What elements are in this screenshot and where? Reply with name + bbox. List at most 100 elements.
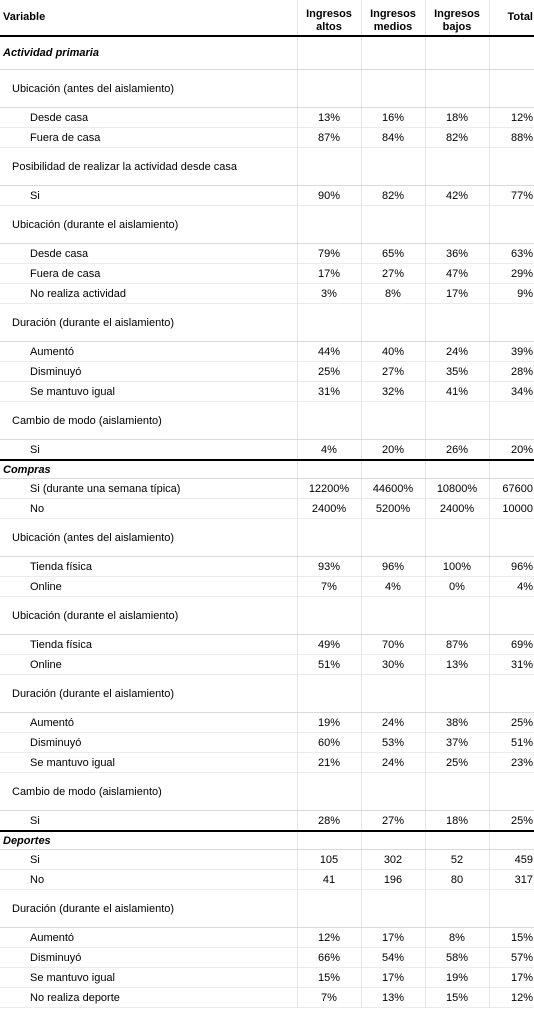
cell-high-income: 12% xyxy=(296,927,361,948)
table-row: Si 28% 27% 18% 25% xyxy=(0,810,534,832)
cell-mid-income: 30% xyxy=(360,654,425,675)
cell-total: 88% xyxy=(488,127,534,148)
row-label: Si xyxy=(0,439,297,461)
cell-mid-income: 32% xyxy=(360,381,425,402)
cell-low-income: 47% xyxy=(424,263,489,284)
cell-mid-income: 96% xyxy=(360,556,425,577)
row-label: No xyxy=(0,498,297,519)
row-label: Aumentó xyxy=(0,927,297,948)
cell-high-income: 44% xyxy=(296,341,361,362)
empty-cell xyxy=(296,830,361,850)
cell-high-income: 49% xyxy=(296,634,361,655)
cell-high-income: 41 xyxy=(296,869,361,890)
cell-high-income: 25% xyxy=(296,361,361,382)
section-row: Compras xyxy=(0,459,534,479)
subsection-label: Ubicación (durante el aislamiento) xyxy=(0,596,297,635)
subsection-row: Ubicación (antes del aislamiento) xyxy=(0,69,534,108)
section-label: Deportes xyxy=(0,830,297,850)
cell-total: 4% xyxy=(488,576,534,597)
empty-cell xyxy=(424,772,489,811)
table-row: Se mantuvo igual 21% 24% 25% 23% xyxy=(0,752,534,773)
row-label: Disminuyó xyxy=(0,732,297,753)
cell-total: 12% xyxy=(488,107,534,128)
header-mid-income: Ingresos medios xyxy=(360,0,425,37)
cell-mid-income: 17% xyxy=(360,927,425,948)
empty-cell xyxy=(296,147,361,186)
cell-low-income: 42% xyxy=(424,185,489,206)
row-label: Se mantuvo igual xyxy=(0,752,297,773)
row-label: Si xyxy=(0,849,297,870)
empty-cell xyxy=(360,889,425,928)
header-total: Total xyxy=(488,0,534,37)
subsection-row: Duración (durante el aislamiento) xyxy=(0,303,534,342)
cell-total: 69% xyxy=(488,634,534,655)
empty-cell xyxy=(488,69,534,108)
table-row: Online 7% 4% 0% 4% xyxy=(0,576,534,597)
cell-mid-income: 8% xyxy=(360,283,425,304)
empty-cell xyxy=(296,69,361,108)
row-label: Tienda física xyxy=(0,634,297,655)
subsection-row: Cambio de modo (aislamiento) xyxy=(0,772,534,811)
row-label: Disminuyó xyxy=(0,361,297,382)
empty-cell xyxy=(296,674,361,713)
empty-cell xyxy=(488,401,534,440)
table-row: Online 51% 30% 13% 31% xyxy=(0,654,534,675)
empty-cell xyxy=(424,69,489,108)
cell-mid-income: 17% xyxy=(360,967,425,988)
cell-low-income: 8% xyxy=(424,927,489,948)
table-row: Aumentó 12% 17% 8% 15% xyxy=(0,927,534,948)
cell-high-income: 105 xyxy=(296,849,361,870)
empty-cell xyxy=(424,401,489,440)
cell-high-income: 21% xyxy=(296,752,361,773)
cell-low-income: 18% xyxy=(424,810,489,832)
subsection-row: Duración (durante el aislamiento) xyxy=(0,889,534,928)
cell-high-income: 7% xyxy=(296,987,361,1008)
cell-low-income: 13% xyxy=(424,654,489,675)
empty-cell xyxy=(296,518,361,557)
table-body: Actividad primaria Ubicación (antes del a… xyxy=(0,36,534,1008)
row-label: Si (durante una semana típica) xyxy=(0,478,297,499)
empty-cell xyxy=(488,772,534,811)
table-row: Si (durante una semana típica) 12200% 4460… xyxy=(0,478,534,499)
cell-mid-income: 65% xyxy=(360,243,425,264)
row-label: Tienda física xyxy=(0,556,297,577)
subsection-label: Ubicación (antes del aislamiento) xyxy=(0,518,297,557)
cell-total: 31% xyxy=(488,654,534,675)
subsection-label: Cambio de modo (aislamiento) xyxy=(0,772,297,811)
table-row: Tienda física 93% 96% 100% 96% xyxy=(0,556,534,577)
cell-low-income: 0% xyxy=(424,576,489,597)
cell-high-income: 28% xyxy=(296,810,361,832)
cell-low-income: 87% xyxy=(424,634,489,655)
empty-cell xyxy=(360,459,425,479)
cell-total: 57% xyxy=(488,947,534,968)
cell-total: 20% xyxy=(488,439,534,461)
empty-cell xyxy=(360,36,425,70)
cell-low-income: 80 xyxy=(424,869,489,890)
empty-cell xyxy=(424,459,489,479)
cell-low-income: 18% xyxy=(424,107,489,128)
table-row: Si 105 302 52 459 xyxy=(0,849,534,870)
cell-total: 9% xyxy=(488,283,534,304)
empty-cell xyxy=(360,303,425,342)
cell-high-income: 3% xyxy=(296,283,361,304)
cell-low-income: 35% xyxy=(424,361,489,382)
subsection-row: Cambio de modo (aislamiento) xyxy=(0,401,534,440)
cell-high-income: 51% xyxy=(296,654,361,675)
cell-mid-income: 20% xyxy=(360,439,425,461)
empty-cell xyxy=(296,889,361,928)
cell-low-income: 24% xyxy=(424,341,489,362)
table-row: Aumentó 44% 40% 24% 39% xyxy=(0,341,534,362)
empty-cell xyxy=(360,205,425,244)
table-row: Fuera de casa 87% 84% 82% 88% xyxy=(0,127,534,148)
row-label: Se mantuvo igual xyxy=(0,967,297,988)
table-header: Variable Ingresos altos Ingresos medios … xyxy=(0,0,534,37)
row-label: Aumentó xyxy=(0,712,297,733)
subsection-label: Cambio de modo (aislamiento) xyxy=(0,401,297,440)
empty-cell xyxy=(424,205,489,244)
cell-high-income: 79% xyxy=(296,243,361,264)
row-label: No realiza deporte xyxy=(0,987,297,1008)
row-label: Se mantuvo igual xyxy=(0,381,297,402)
cell-high-income: 31% xyxy=(296,381,361,402)
cell-mid-income: 84% xyxy=(360,127,425,148)
cell-total: 17% xyxy=(488,967,534,988)
